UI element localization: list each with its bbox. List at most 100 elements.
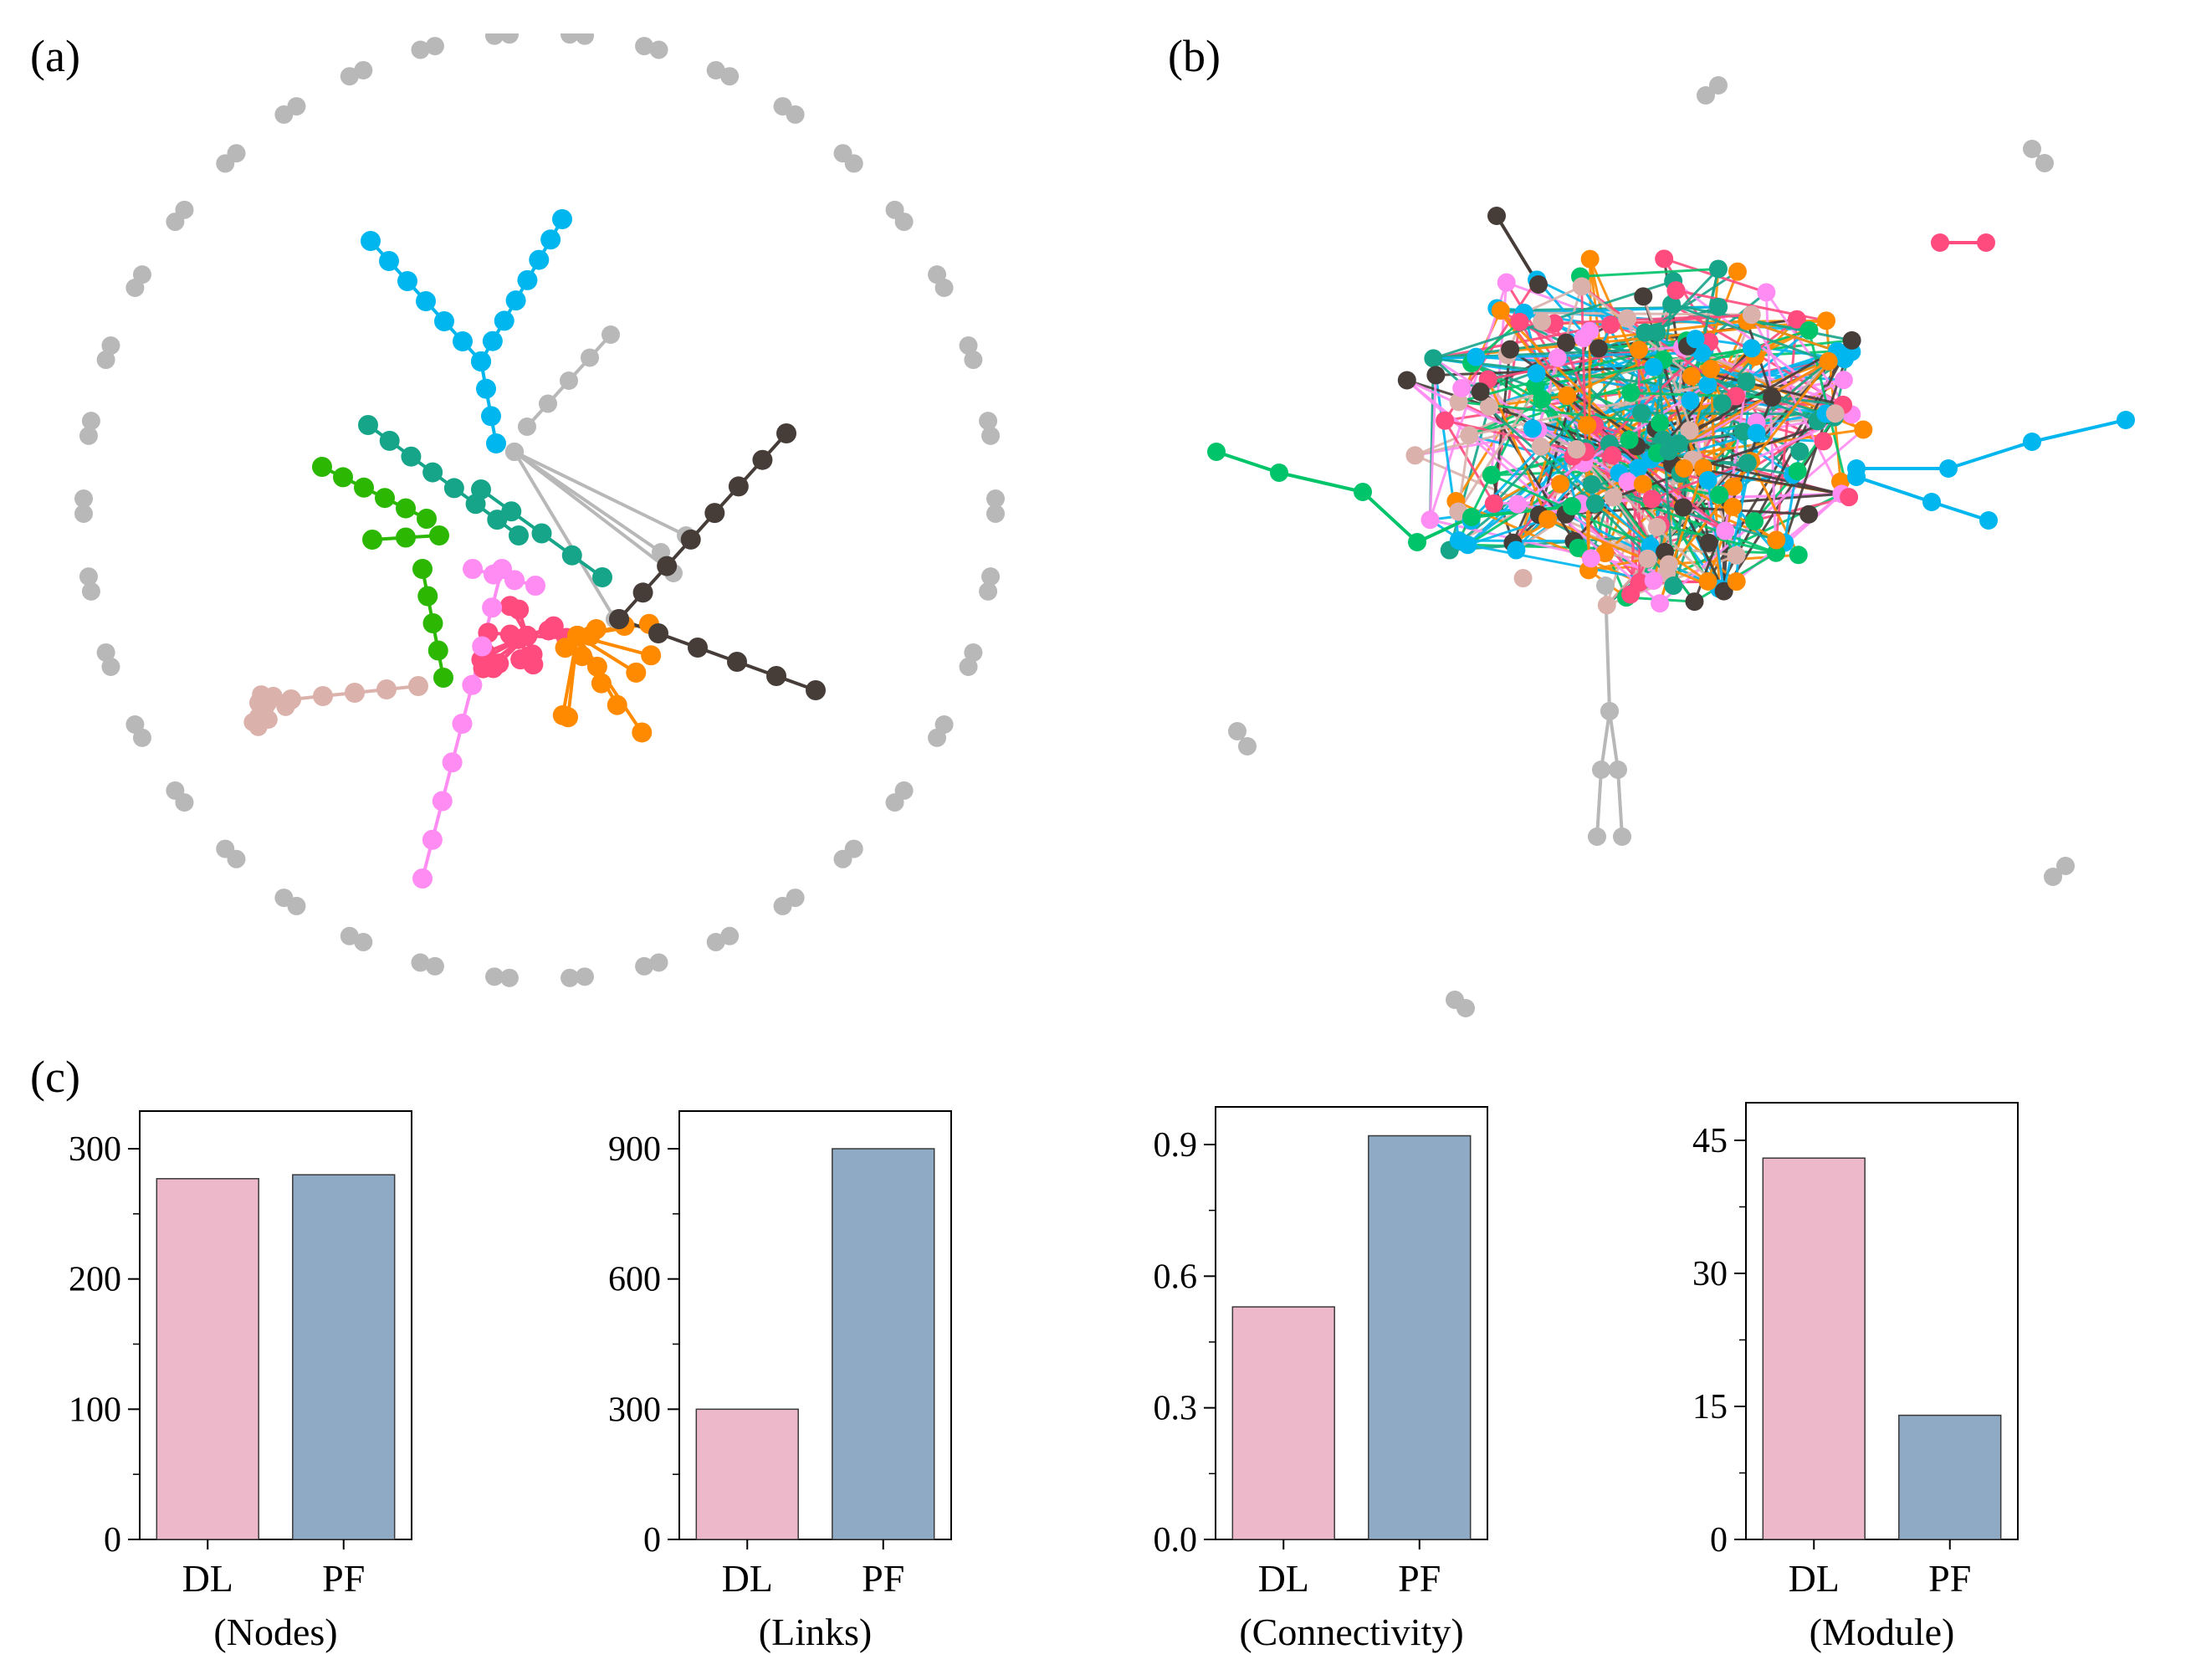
node — [575, 33, 594, 45]
node — [1674, 458, 1693, 478]
node — [1523, 419, 1542, 438]
node — [411, 40, 430, 59]
node — [397, 271, 417, 291]
node — [1847, 468, 1866, 486]
node — [1580, 249, 1600, 269]
network-a-nodes — [74, 33, 1005, 987]
bar-dl — [156, 1178, 259, 1540]
edge — [1361, 490, 1419, 544]
node — [1487, 207, 1506, 225]
node — [1799, 505, 1819, 524]
node — [74, 505, 93, 523]
node — [1618, 309, 1637, 328]
node — [1600, 702, 1619, 720]
node — [1613, 827, 1631, 846]
node — [1601, 315, 1620, 335]
y-tick-label: 0 — [643, 1521, 661, 1560]
node — [425, 37, 444, 56]
node — [1799, 320, 1819, 340]
node — [1604, 488, 1623, 507]
node — [101, 657, 120, 676]
node — [2056, 857, 2075, 875]
node — [979, 412, 998, 431]
node — [752, 449, 773, 470]
node — [1527, 364, 1546, 383]
node — [1698, 471, 1717, 490]
bar-chart-3: 0.0 0.3 0.6 0.9 DL PF (Connectivity) — [1154, 1106, 1488, 1653]
node — [1589, 339, 1608, 358]
node — [648, 623, 668, 643]
node — [1449, 392, 1468, 412]
node — [1572, 277, 1591, 296]
node — [482, 597, 503, 618]
node — [1738, 453, 1757, 473]
node — [1538, 510, 1558, 529]
node — [1757, 283, 1776, 302]
node — [1270, 464, 1288, 482]
edge — [1575, 448, 1721, 590]
bar-chart-1: 0 100 200 300 DL PF (Nodes) — [69, 1110, 412, 1653]
plot-frame — [678, 1110, 952, 1540]
edge — [1856, 475, 1932, 504]
node — [1633, 474, 1652, 494]
node — [1621, 383, 1641, 402]
node — [1471, 382, 1490, 402]
edge — [1707, 479, 1726, 592]
chart-caption: (Links) — [759, 1611, 872, 1653]
x-tick-label: PF — [1928, 1557, 1971, 1600]
node — [354, 477, 374, 498]
node — [1462, 508, 1481, 526]
node — [1789, 545, 1808, 565]
node — [1449, 531, 1468, 551]
bar-dl — [1762, 1157, 1866, 1540]
node — [1497, 273, 1516, 292]
node — [1681, 391, 1700, 410]
edge — [1931, 500, 1989, 522]
edge — [1579, 267, 1719, 278]
panel-label-c: (c) — [30, 1052, 80, 1102]
node — [482, 330, 503, 351]
edge — [1470, 445, 1542, 522]
edge — [1429, 282, 1508, 520]
x-tick-label: DL — [1789, 1557, 1840, 1600]
node — [964, 643, 983, 662]
node — [396, 498, 416, 519]
node — [1723, 497, 1743, 516]
x-tick-label: DL — [722, 1557, 773, 1600]
node — [517, 626, 537, 646]
edge — [1553, 322, 1652, 547]
node — [1763, 388, 1782, 407]
node — [476, 378, 496, 399]
node — [501, 501, 522, 522]
node — [720, 67, 740, 86]
node — [472, 636, 493, 657]
node — [504, 570, 525, 591]
node — [1513, 569, 1533, 588]
x-tick-label: DL — [182, 1557, 233, 1600]
node — [657, 556, 678, 576]
y-tick-label: 15 — [1692, 1388, 1728, 1426]
node — [766, 666, 786, 686]
node — [786, 105, 805, 124]
node — [422, 613, 443, 633]
node — [494, 310, 514, 331]
node — [1479, 397, 1498, 416]
y-tick-label: 100 — [69, 1391, 121, 1429]
node — [833, 849, 852, 868]
node — [704, 503, 725, 524]
node — [1697, 86, 1715, 105]
node — [609, 609, 629, 629]
node — [894, 213, 914, 232]
node — [81, 412, 100, 431]
node — [540, 229, 561, 250]
node — [1692, 343, 1712, 362]
y-tick-label: 0.3 — [1154, 1390, 1198, 1428]
node — [274, 889, 294, 908]
edge — [1630, 392, 1773, 399]
node — [531, 523, 552, 544]
chart-caption: (Nodes) — [213, 1611, 337, 1653]
node — [1702, 360, 1721, 379]
node — [635, 956, 654, 976]
node — [1228, 722, 1247, 740]
